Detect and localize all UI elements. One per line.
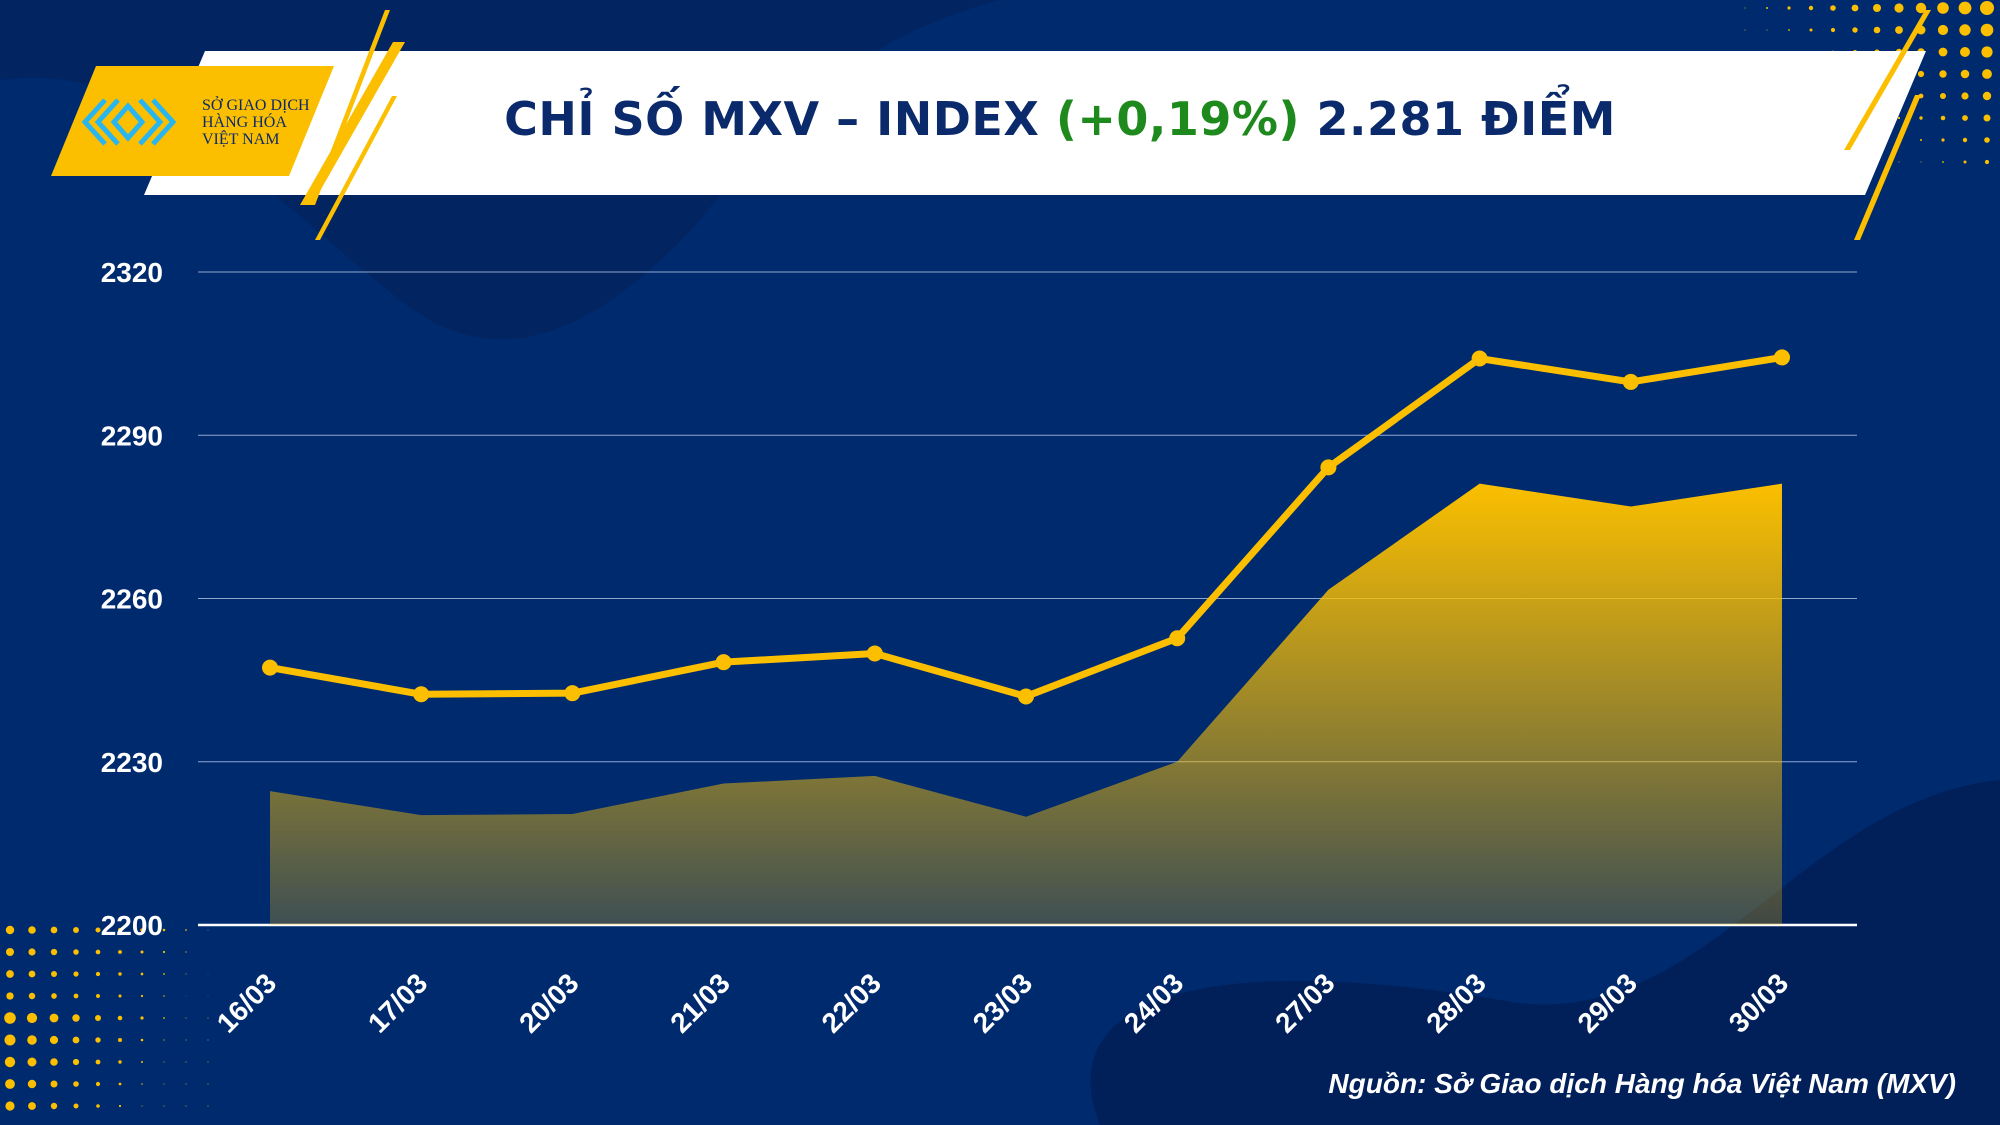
- x-tick-label: 21/03: [664, 967, 735, 1038]
- logo-line: VIỆT NAM: [202, 131, 280, 148]
- logo-text: SỞ GIAO DỊCH HÀNG HÓA VIỆT NAM: [202, 97, 310, 148]
- logo-line: SỞ GIAO DỊCH: [202, 97, 310, 114]
- title-prefix: CHỈ SỐ MXV – INDEX: [504, 92, 1040, 146]
- y-tick-label: 2260: [101, 584, 163, 615]
- line-point: [413, 686, 430, 703]
- source-note: Nguồn: Sở Giao dịch Hàng hóa Việt Nam (M…: [1328, 1068, 1956, 1099]
- dot-pattern: [4, 1, 1994, 1111]
- y-tick-label: 2320: [101, 257, 163, 288]
- line-point: [262, 659, 278, 676]
- logo-icon: [81, 98, 177, 146]
- page-title: CHỈ SỐ MXV – INDEX (+0,19%) 2.281 ĐIỂM: [300, 92, 1820, 146]
- line-point: [1774, 349, 1790, 366]
- line-point: [866, 645, 883, 662]
- decor-stripe: [1844, 10, 1931, 150]
- line-point: [1169, 630, 1186, 647]
- line-point: [715, 654, 732, 671]
- line-point: [1471, 350, 1488, 367]
- chart: 2200 2230 2260 2290 2320 16/03 17/03 20/03 21/03…: [101, 257, 1857, 1039]
- x-tick-label: 23/03: [967, 967, 1038, 1038]
- area-series: [270, 483, 1782, 925]
- y-tick-label: 2200: [101, 910, 163, 941]
- y-tick-label: 2290: [101, 420, 163, 451]
- y-tick-label: 2230: [101, 747, 163, 778]
- line-point: [564, 685, 581, 702]
- line-point: [1622, 373, 1639, 390]
- x-tick-label: 20/03: [513, 967, 584, 1038]
- x-tick-label: 22/03: [816, 967, 887, 1038]
- title-suffix: 2.281 ĐIỂM: [1316, 92, 1616, 146]
- x-tick-label: 16/03: [211, 967, 282, 1038]
- x-tick-label: 17/03: [362, 967, 433, 1038]
- line-point: [1018, 688, 1034, 705]
- decor-stripe: [1854, 95, 1921, 240]
- logo-box: [51, 66, 334, 176]
- title-change: (+0,19%): [1055, 92, 1300, 146]
- decor-stripe: [300, 42, 405, 205]
- logo-line: HÀNG HÓA: [202, 114, 287, 131]
- title-banner: [144, 51, 1926, 195]
- background-wave: [1090, 780, 2000, 1125]
- decor-stripe: [315, 96, 397, 240]
- line-point: [1320, 459, 1337, 476]
